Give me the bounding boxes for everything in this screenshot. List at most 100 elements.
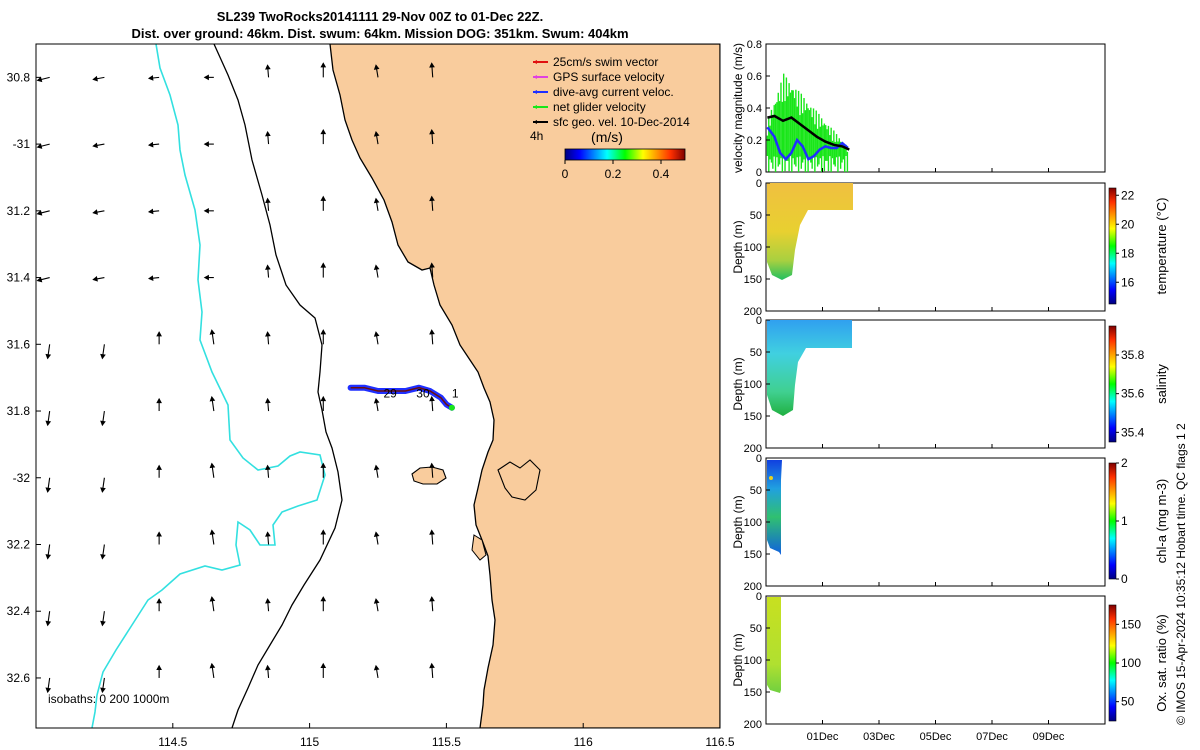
depth-tick-label: 200 — [744, 443, 762, 455]
legend-swatch-head — [533, 75, 537, 79]
depth-tick-label: 100 — [744, 379, 762, 391]
colorbar-tick-label: 100 — [1121, 656, 1141, 670]
velocity-vector-head — [373, 464, 380, 471]
velocity-vector-head — [373, 64, 380, 70]
chart-title: SL239 TwoRocks20141111 29-Nov 00Z to 01-… — [216, 9, 544, 24]
depth-tick-label: 50 — [750, 485, 762, 497]
velocity-vector-head — [156, 397, 162, 404]
velocity-vector-head — [209, 596, 216, 602]
velocity-vector-head — [203, 141, 209, 147]
velocity-vector-head — [45, 620, 52, 627]
time-tick-label: 05Dec — [920, 731, 952, 743]
depth-tick-label: 0 — [756, 453, 762, 465]
map-y-tick-label: 30.8 — [7, 70, 31, 84]
velocity-vector-head — [203, 74, 209, 81]
colorbar-tick-label: 150 — [1121, 617, 1141, 631]
track-day-label: 30 — [416, 387, 430, 401]
velocity-vector-head — [429, 662, 435, 669]
map-y-tick-label: 31.2 — [7, 204, 31, 218]
velocity-vector-head — [92, 142, 98, 149]
map-x-tick-label: 115.5 — [432, 735, 461, 749]
velocity-vector-head — [373, 264, 380, 271]
velocity-vector-head — [203, 207, 209, 214]
velocity-vector-head — [156, 531, 162, 537]
colorbar-label: chl-a (mg m-3) — [1154, 479, 1169, 564]
glider-track — [347, 384, 455, 411]
colorbar-label: temperature (°C) — [1154, 198, 1169, 295]
depth-tick-label: 150 — [744, 274, 762, 286]
velocity-vector-head — [147, 208, 154, 215]
velocity-vector-head — [429, 462, 435, 469]
velocity-vector-head — [100, 353, 106, 360]
colorbar-label: (m/s) — [591, 129, 623, 145]
chlorophyll-panel — [765, 457, 1117, 587]
velocity-vector-head — [429, 62, 435, 68]
velocity-vector-head — [265, 197, 271, 204]
track-day-label: 29 — [383, 387, 397, 401]
depth-axis-label: Depth (m) — [731, 357, 745, 410]
velocity-y-tick-label: 0.8 — [747, 39, 762, 51]
colorbar-label: salinity — [1154, 364, 1169, 404]
map-x-axis: 114.5 115 115.5 116 116.5 — [158, 723, 735, 749]
velocity-vector-head — [320, 329, 327, 335]
velocity-vector-head — [100, 687, 106, 694]
dive-avg-current-series — [766, 126, 849, 162]
land-area — [329, 44, 720, 728]
oxygen-colorbar — [1108, 604, 1117, 722]
velocity-y-tick-label: 0 — [756, 167, 762, 179]
depth-tick-label: 50 — [750, 210, 762, 222]
depth-tick-label: 0 — [756, 591, 762, 603]
map-x-tick-label: 116 — [574, 735, 593, 749]
velocity-vector-head — [320, 662, 327, 669]
temperature-panel — [765, 182, 1117, 312]
velocity-vector-head — [373, 197, 380, 204]
velocity-vector-head — [92, 209, 98, 215]
salinity-colorbar — [1108, 325, 1117, 443]
imos-credit: © IMOS 15-Apr-2024 10:35:12 Hobart time.… — [1174, 423, 1188, 725]
legend-swatch-head — [533, 105, 537, 109]
velocity-vector-head — [45, 487, 52, 493]
velocity-vector-head — [45, 420, 52, 427]
depth-tick-label: 0 — [756, 315, 762, 327]
depth-axis-label: Depth (m) — [731, 495, 745, 548]
map-y-tick-label: 31.4 — [7, 271, 31, 285]
depth-tick-label: 100 — [744, 517, 762, 529]
time-axis: 01Dec 03Dec 05Dec 07Dec 09Dec — [807, 168, 1065, 743]
velocity-vector-head — [36, 143, 43, 149]
colorbar-tick-label: 18 — [1121, 246, 1135, 260]
legend-swatch-head — [533, 120, 537, 124]
velocity-vector-head — [429, 529, 435, 535]
map-y-tick-label: 31.8 — [7, 404, 31, 418]
velocity-vector-head — [373, 664, 380, 671]
velocity-vector-head — [429, 329, 435, 335]
depth-axis-label: Depth (m) — [731, 220, 745, 273]
colorbar-tick-label: 16 — [1121, 275, 1135, 289]
temperature-section — [767, 183, 853, 280]
legend-label: GPS surface velocity — [553, 70, 664, 84]
velocity-vector-head — [429, 262, 435, 268]
track-day-label: 1 — [452, 387, 459, 401]
velocity-vector-head — [156, 331, 162, 337]
velocity-vector-head — [265, 264, 271, 270]
velocity-vector-head — [100, 420, 106, 427]
legend-label: dive-avg current veloc. — [553, 85, 674, 99]
track-swim-vector-line — [350, 386, 453, 409]
velocity-vector-head — [100, 554, 106, 560]
map-x-tick-label: 116.5 — [705, 735, 734, 749]
velocity-vector-head — [429, 395, 435, 402]
surface-velocity-vectors — [36, 62, 435, 694]
colorbar-tick-label: 22 — [1121, 188, 1135, 202]
velocity-vector-head — [265, 331, 271, 337]
time-tick-label: 03Dec — [863, 731, 895, 743]
velocity-vector-head — [265, 64, 271, 70]
velocity-vector-head — [209, 662, 216, 669]
depth-tick-label: 150 — [744, 687, 762, 699]
chart-subtitle: Dist. over ground: 46km. Dist. swum: 64k… — [131, 26, 629, 41]
temperature-colorbar — [1108, 187, 1117, 305]
map-x-tick-label: 114.5 — [158, 735, 187, 749]
velocity-vector-head — [147, 275, 154, 281]
velocity-vector-head — [320, 395, 327, 402]
chlorophyll-colorbar — [1108, 462, 1117, 580]
depth-tick-label: 100 — [744, 655, 762, 667]
